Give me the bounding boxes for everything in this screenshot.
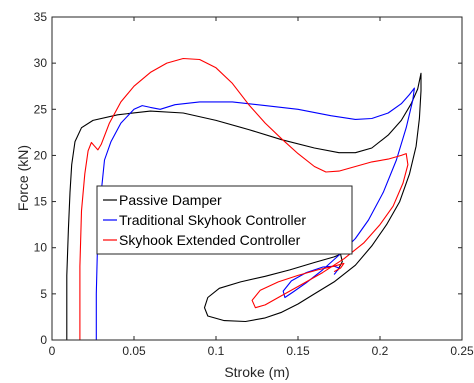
legend-label-1: Traditional Skyhook Controller (119, 212, 306, 228)
x-tick-label: 0.2 (372, 344, 389, 358)
y-tick-label: 15 (34, 195, 48, 209)
y-tick-label: 0 (40, 333, 47, 347)
series-line-1 (95, 87, 415, 340)
plot-area (52, 17, 462, 340)
y-axis-label: Force (kN) (15, 145, 31, 211)
series-line-0 (66, 72, 422, 340)
y-tick-label: 10 (34, 241, 48, 255)
y-axis-ticks: 0 5 10 15 20 25 30 35 (34, 10, 462, 347)
series-lines (66, 57, 422, 340)
y-tick-label: 20 (34, 148, 48, 162)
legend: Passive Damper Traditional Skyhook Contro… (96, 185, 353, 255)
x-tick-label: 0.05 (122, 344, 146, 358)
x-tick-label: 0.25 (450, 344, 474, 358)
x-tick-label: 0.15 (286, 344, 310, 358)
x-axis-ticks: 0 0.05 0.1 0.15 0.2 0.25 (49, 17, 474, 358)
y-tick-label: 30 (34, 56, 48, 70)
x-tick-label: 0 (49, 344, 56, 358)
y-tick-label: 25 (34, 102, 48, 116)
legend-label-2: Skyhook Extended Controller (119, 232, 301, 248)
x-tick-label: 0.1 (208, 344, 225, 358)
legend-box (96, 185, 353, 255)
plot-frame (51, 16, 463, 341)
series-line-2 (79, 57, 409, 340)
y-tick-label: 5 (40, 287, 47, 301)
legend-label-0: Passive Damper (119, 192, 222, 208)
x-axis-label: Stroke (m) (224, 364, 289, 380)
y-tick-label: 35 (34, 10, 48, 24)
